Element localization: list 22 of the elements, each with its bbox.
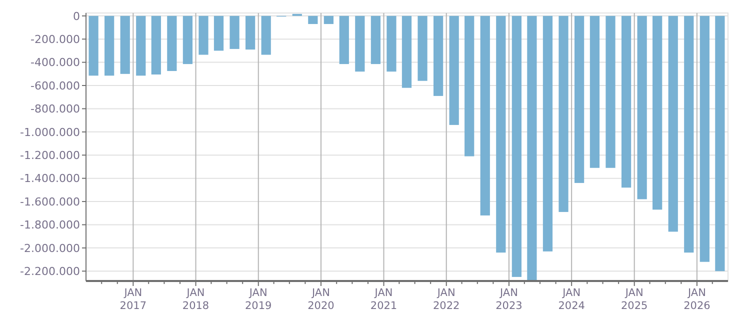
- y-tick-label: -1.400.000: [20, 172, 80, 186]
- x-tick-label: JAN 2024: [558, 287, 586, 312]
- y-tick-label: -800.000: [30, 102, 80, 116]
- y-tick-label: -400.000: [30, 56, 80, 70]
- x-tick-label: JAN 2025: [620, 287, 648, 312]
- x-tick-label: JAN 2020: [308, 287, 334, 312]
- x-tick-label: JAN 2023: [496, 287, 522, 312]
- y-tick-label: -200.000: [30, 32, 80, 46]
- y-tick-label: -2.000.000: [20, 242, 80, 255]
- x-tick-label: JAN 2019: [245, 287, 272, 312]
- y-tick-label: -2.200.000: [20, 264, 80, 278]
- y-tick-label: -1.000.000: [20, 126, 80, 139]
- y-tick-label: 0: [73, 10, 80, 23]
- x-tick-label: JAN 2017: [120, 287, 147, 312]
- x-tick-label: JAN 2021: [370, 287, 398, 312]
- y-tick-label: -1.800.000: [20, 218, 80, 232]
- y-tick-label: -600.000: [30, 79, 80, 92]
- x-tick-label: JAN 2018: [182, 287, 210, 312]
- y-tick-label: -1.200.000: [20, 148, 80, 162]
- x-tick-label: JAN 2022: [432, 287, 460, 312]
- x-tick-label: JAN 2026: [684, 287, 711, 312]
- y-tick-label: -1.600.000: [20, 195, 80, 208]
